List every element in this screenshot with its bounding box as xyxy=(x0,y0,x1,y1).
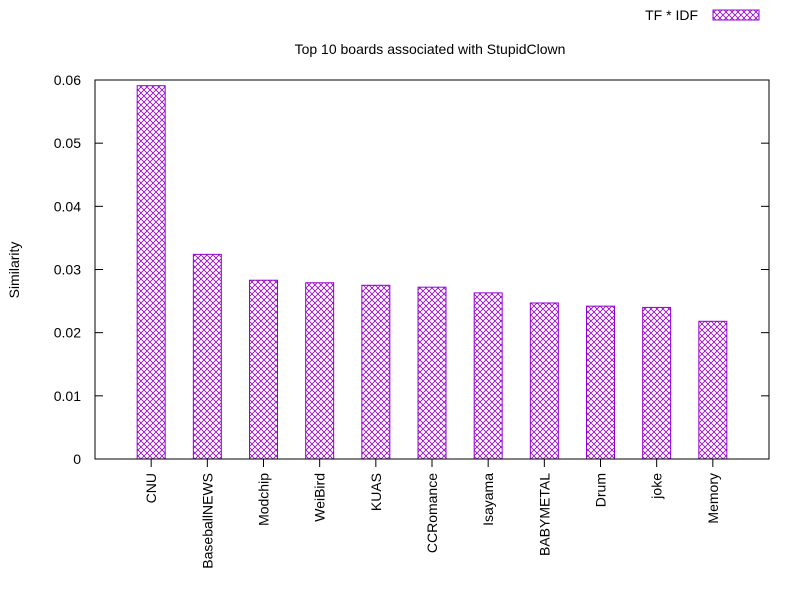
bar-weibird xyxy=(305,282,335,460)
x-tick-label: WeiBird xyxy=(312,473,328,522)
bar-joke xyxy=(642,306,672,460)
y-axis: 0 0.01 0.02 0.03 0.04 0.05 0.06 xyxy=(54,72,769,467)
y-tick-label: 0.04 xyxy=(54,198,81,214)
x-tick-label: Modchip xyxy=(256,473,272,526)
x-axis: CNU BaseballNEWS Modchip WeiBird KUAS CCRoman… xyxy=(143,459,721,569)
bar-kuas xyxy=(361,284,391,460)
bar-ccromance xyxy=(417,286,447,460)
x-tick-label: Memory xyxy=(705,473,721,524)
y-tick-label: 0.02 xyxy=(54,325,81,341)
x-tick-label: CCRomance xyxy=(424,473,440,553)
bar-memory xyxy=(698,320,728,460)
y-tick-label: 0.06 xyxy=(54,72,81,88)
bar-isayama xyxy=(473,292,503,460)
x-tick-label: Drum xyxy=(593,473,609,507)
bar-cnu xyxy=(136,85,166,460)
legend: TF * IDF xyxy=(645,7,760,23)
x-tick-label: joke xyxy=(649,473,665,500)
y-tick-label: 0.03 xyxy=(54,262,81,278)
x-tick-label: BABYMETAL xyxy=(536,473,552,556)
bar-drum xyxy=(586,305,615,460)
bar-modchip xyxy=(249,279,278,460)
x-tick-label: CNU xyxy=(143,473,159,503)
chart-title: Top 10 boards associated with StupidClow… xyxy=(295,41,566,57)
bar-babymetal xyxy=(529,302,559,460)
x-tick-label: Isayama xyxy=(480,473,496,526)
bars xyxy=(136,85,728,460)
y-tick-label: 0 xyxy=(73,451,81,467)
x-tick-label: BaseballNEWS xyxy=(199,473,215,569)
y-tick-label: 0.01 xyxy=(54,388,81,404)
x-tick-label: KUAS xyxy=(368,473,384,511)
y-tick-label: 0.05 xyxy=(54,135,81,151)
legend-label: TF * IDF xyxy=(645,7,698,23)
bar-baseballnews xyxy=(192,253,222,460)
plot-border xyxy=(94,79,770,460)
legend-swatch xyxy=(712,9,760,21)
y-axis-label: Similarity xyxy=(6,242,22,299)
